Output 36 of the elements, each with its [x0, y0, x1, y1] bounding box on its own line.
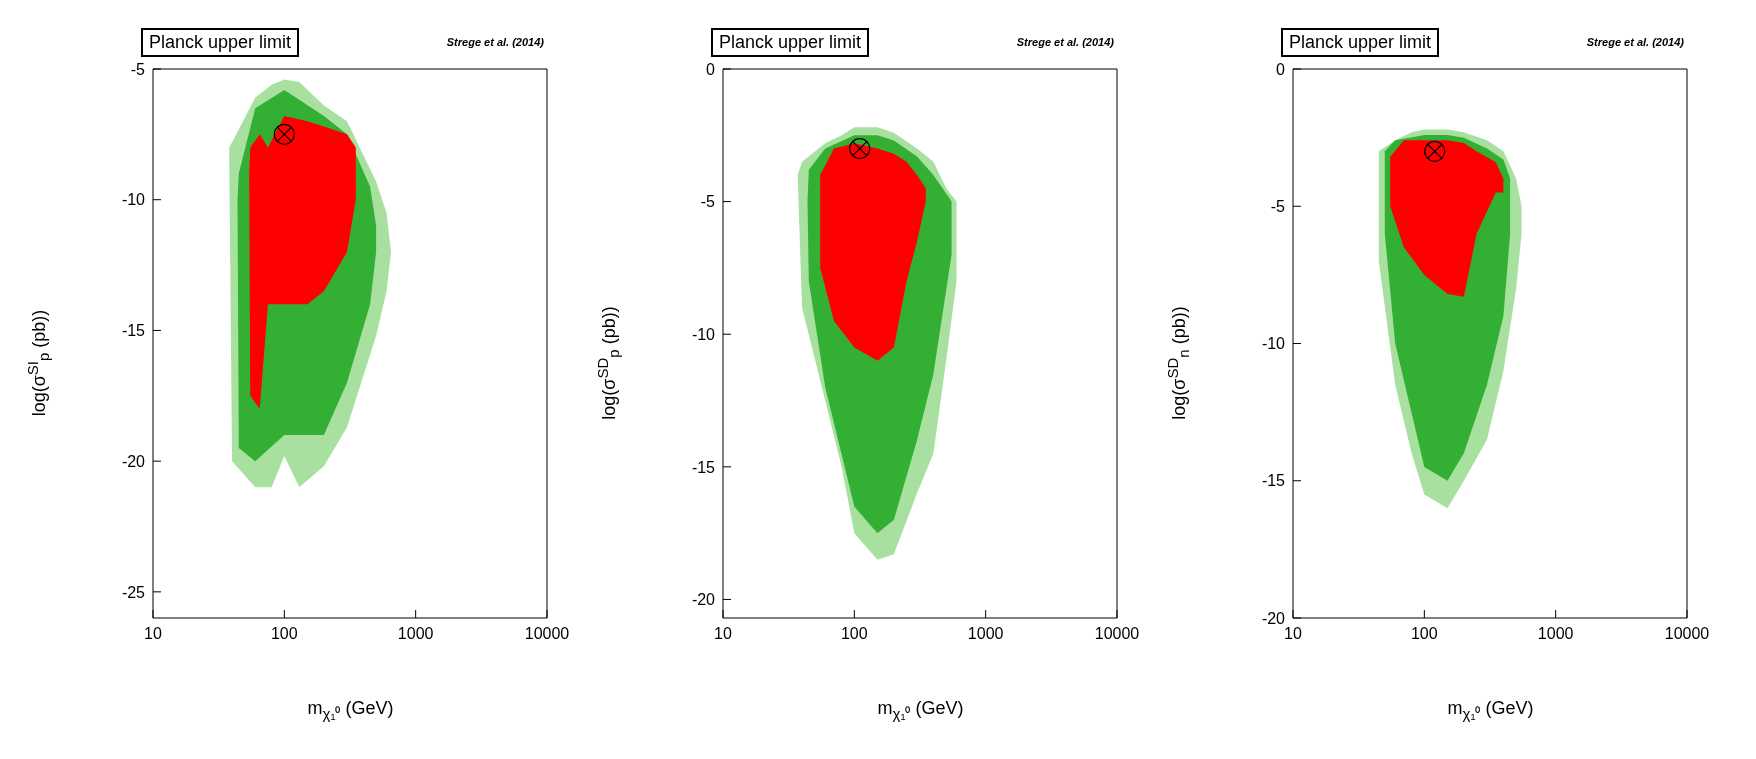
y-tick-label: 0 [706, 60, 716, 78]
y-tick-label: -5 [700, 193, 716, 211]
text: Planck upper limit [141, 28, 300, 57]
text: Strege et al. (2014) [1016, 36, 1114, 48]
x-tick-label: 1000 [397, 625, 434, 643]
text: Planck upper limit [711, 28, 870, 57]
x-axis-title: m$_{χ₁⁰}$ (GeV) [876, 698, 965, 723]
x-tick-label: 10000 [1094, 625, 1140, 643]
y-tick-label: -15 [691, 458, 716, 476]
x-axis-title: m$_{χ₁⁰}$ (GeV) [306, 698, 395, 723]
y-tick-label: 0 [1276, 60, 1286, 78]
y-tick-label: -15 [1261, 472, 1286, 490]
y-tick-label: -20 [1261, 609, 1286, 627]
text: Strege et al. (2014) [446, 36, 544, 48]
text: Strege et al. (2014) [1586, 36, 1684, 48]
x-tick-label: 100 [270, 625, 298, 643]
text: Planck upper limit [1281, 28, 1440, 57]
x-tick-label: 10000 [524, 625, 570, 643]
y-tick-label: -5 [1270, 197, 1286, 215]
y-tick-label: -20 [121, 452, 146, 470]
y-tick-label: -10 [1261, 335, 1286, 353]
y-tick-label: -25 [121, 583, 146, 601]
x-tick-label: 100 [840, 625, 868, 643]
x-axis-title: m$_{χ₁⁰}$ (GeV) [1446, 698, 1535, 723]
x-tick-label: 1000 [1537, 625, 1574, 643]
y-tick-label: -20 [691, 591, 716, 609]
y-tick-label: -5 [130, 60, 146, 78]
x-tick-label: 10 [1284, 625, 1302, 643]
x-tick-label: 10 [714, 625, 732, 643]
x-tick-label: 10000 [1664, 625, 1710, 643]
x-tick-label: 1000 [967, 625, 1004, 643]
y-tick-label: -10 [691, 325, 716, 343]
y-tick-label: -10 [121, 191, 146, 209]
x-tick-label: 100 [1410, 625, 1438, 643]
x-tick-label: 10 [144, 625, 162, 643]
y-tick-label: -15 [121, 322, 146, 340]
